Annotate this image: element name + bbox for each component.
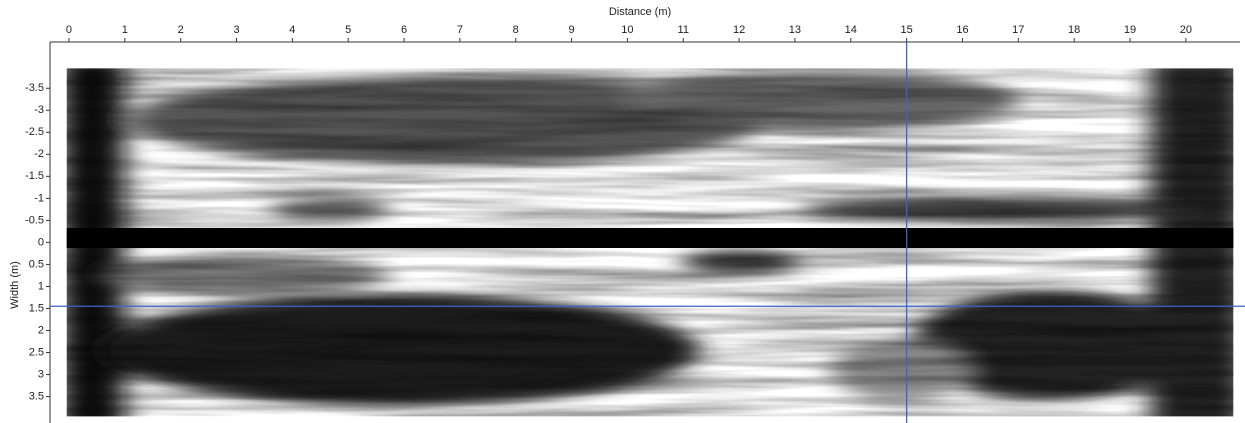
y-tick-label: 1.5: [29, 302, 44, 314]
x-tick-label: 8: [513, 24, 519, 36]
x-tick-label: 2: [178, 24, 184, 36]
y-tick-label: 2.5: [29, 346, 44, 358]
x-tick-label: 1: [122, 24, 128, 36]
y-tick-label: -3.5: [25, 82, 44, 94]
x-tick-label: 11: [678, 24, 689, 36]
scan-image: [66, 68, 1234, 417]
x-tick-label: 17: [1012, 24, 1024, 36]
y-tick-label: 3.5: [29, 390, 44, 402]
center-band: [66, 228, 1234, 248]
y-tick-label: -0.5: [25, 214, 44, 226]
x-tick-label: 7: [457, 24, 463, 36]
x-tick-label: 9: [569, 24, 575, 36]
x-tick-label: 0: [66, 24, 72, 36]
y-tick-label: -2: [34, 148, 44, 160]
x-tick-label: 20: [1180, 24, 1192, 36]
y-tick-label: -1: [34, 192, 44, 204]
x-tick-label: 16: [956, 24, 968, 36]
chart-title: Distance (m): [609, 6, 671, 18]
x-tick-label: 19: [1124, 24, 1136, 36]
y-tick-label: 0: [38, 236, 44, 248]
x-tick-label: 6: [401, 24, 407, 36]
x-tick-label: 15: [900, 24, 912, 36]
x-tick-label: 18: [1068, 24, 1080, 36]
x-tick-label: 4: [289, 24, 295, 36]
y-tick-label: -1.5: [25, 170, 44, 182]
y-tick-label: -3: [34, 104, 44, 116]
x-tick-label: 13: [789, 24, 801, 36]
x-tick-label: 3: [233, 24, 239, 36]
x-tick-label: 10: [621, 24, 633, 36]
y-tick-label: 1: [38, 280, 44, 292]
y-tick-label: 2: [38, 324, 44, 336]
y-tick-label: 0.5: [29, 258, 44, 270]
y-axis-label: Width (m): [9, 261, 21, 309]
y-tick-label: -2.5: [25, 126, 44, 138]
x-tick-label: 12: [733, 24, 745, 36]
x-tick-label: 14: [845, 24, 857, 36]
x-tick-label: 5: [345, 24, 351, 36]
y-tick-label: 3: [38, 368, 44, 380]
